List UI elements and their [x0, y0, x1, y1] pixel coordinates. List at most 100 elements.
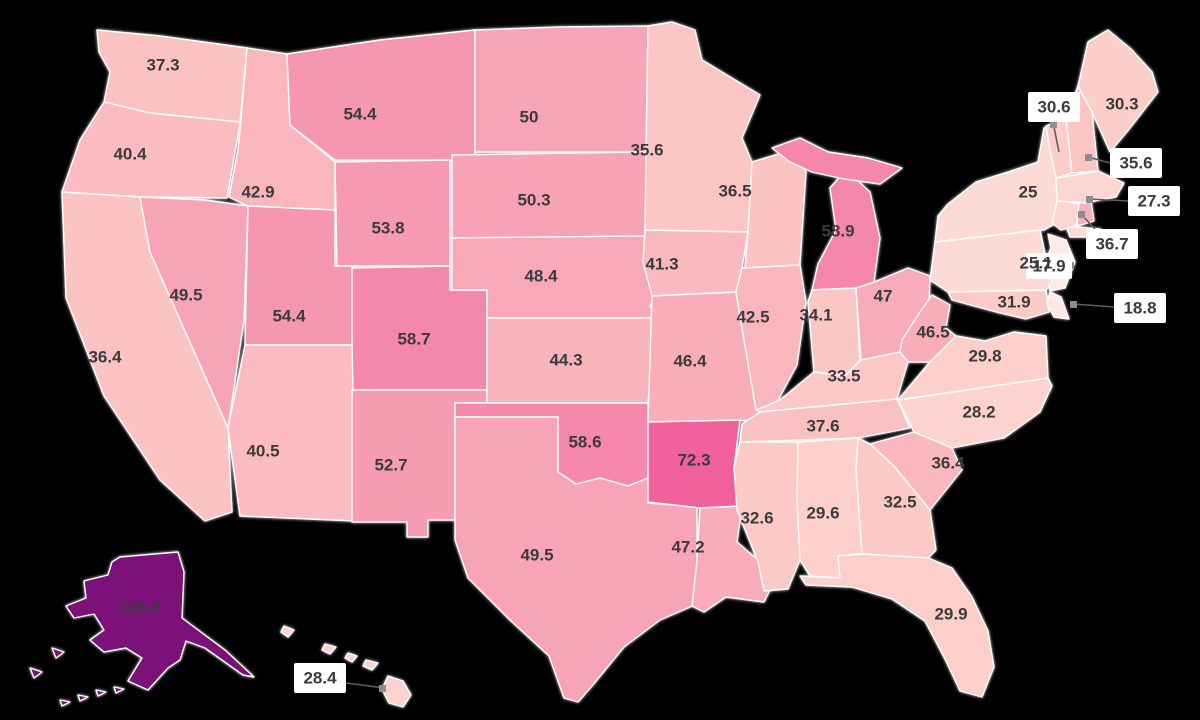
state-minnesota [644, 21, 761, 233]
value-label-new-york: 25 [1019, 182, 1038, 201]
value-label-colorado: 58.7 [397, 329, 430, 348]
state-new-york [934, 121, 1067, 243]
state-hawaii [280, 625, 295, 638]
state-pennsylvania [929, 229, 1053, 293]
callout-box-new-hampshire [1110, 148, 1162, 178]
value-label-north-carolina: 28.2 [962, 402, 995, 421]
value-label-indiana: 34.1 [799, 305, 832, 324]
value-label-oklahoma: 58.6 [568, 432, 601, 451]
callout-box-vermont [1028, 92, 1080, 122]
state-north-dakota [474, 25, 649, 153]
value-label-maine: 30.3 [1105, 94, 1138, 113]
value-label-washington: 37.3 [146, 55, 179, 74]
value-label-illinois: 42.5 [736, 307, 769, 326]
value-label-south-dakota: 50.3 [517, 190, 550, 209]
leader-line-massachusetts [1088, 198, 1129, 202]
value-label-louisiana: 47.2 [671, 537, 704, 556]
value-label-missouri: 46.4 [673, 351, 707, 370]
state-oregon [61, 101, 241, 199]
state-virginia [897, 331, 1049, 401]
value-label-wyoming: 53.8 [371, 218, 404, 237]
state-alaska [29, 667, 43, 679]
value-label-florida: 29.9 [934, 604, 967, 623]
value-label-kentucky: 33.5 [827, 366, 860, 385]
value-label-iowa: 41.3 [645, 254, 678, 273]
leader-anchor-delaware [1070, 301, 1077, 308]
state-hawaii [321, 643, 337, 655]
leader-anchor-rhode-island [1078, 211, 1085, 218]
value-label-oregon: 40.4 [113, 144, 147, 163]
callout-box-rhode-island [1086, 229, 1138, 259]
state-hawaii [381, 675, 412, 708]
state-hawaii [362, 659, 379, 671]
state-south-dakota [451, 151, 651, 239]
states-layer [29, 21, 1159, 708]
state-nevada [139, 196, 249, 429]
value-label-mississippi: 32.6 [740, 508, 773, 527]
state-west-virginia [899, 294, 957, 363]
state-arizona [227, 344, 357, 522]
value-label-new-mexico: 52.7 [374, 455, 407, 474]
leader-anchor-hawaii [379, 685, 386, 692]
state-florida [799, 553, 995, 698]
value-label-montana: 54.4 [343, 104, 377, 123]
state-maine [1077, 29, 1159, 153]
state-north-carolina [897, 377, 1053, 449]
value-label-maryland: 31.9 [997, 292, 1030, 311]
leader-line-hawaii [345, 682, 385, 689]
value-label-ohio: 47 [874, 286, 893, 305]
value-label-alaska: 118.4 [118, 597, 160, 616]
value-label-west-virginia: 46.5 [916, 322, 949, 341]
callout-box-new-jersey [1026, 253, 1072, 279]
callout-box-delaware [1114, 293, 1166, 323]
leader-anchor-massachusetts [1086, 196, 1093, 203]
value-label-kansas: 44.3 [549, 350, 582, 369]
value-label-vermont: 30.6 [1037, 97, 1070, 116]
value-label-pennsylvania: 25.1 [1019, 253, 1052, 272]
state-montana [286, 29, 476, 161]
state-delaware [1046, 291, 1070, 320]
state-alaska [51, 647, 65, 659]
state-connecticut [1051, 200, 1080, 231]
value-label-tennessee: 37.6 [806, 416, 839, 435]
value-label-delaware: 18.8 [1123, 298, 1156, 317]
value-label-wisconsin: 36.5 [718, 181, 751, 200]
state-alaska [95, 689, 107, 697]
value-label-arkansas: 72.3 [677, 450, 710, 469]
value-label-michigan: 58.9 [821, 221, 854, 240]
callout-box-hawaii [294, 663, 346, 693]
value-label-new-hampshire: 35.6 [1119, 153, 1152, 172]
state-alaska [65, 551, 255, 691]
state-wisconsin [744, 149, 807, 269]
value-label-nebraska: 48.4 [524, 266, 558, 285]
leader-anchor-new-hampshire [1085, 154, 1092, 161]
state-hawaii [344, 652, 358, 663]
value-label-rhode-island: 36.7 [1095, 234, 1128, 253]
value-label-minnesota: 35.6 [630, 140, 663, 159]
state-michigan [771, 137, 903, 185]
value-label-north-dakota: 50 [520, 107, 539, 126]
state-indiana [807, 287, 861, 377]
value-label-nevada: 49.5 [169, 285, 202, 304]
value-label-california: 36.4 [88, 347, 122, 366]
leader-anchor-vermont [1050, 121, 1057, 128]
value-label-texas: 49.5 [520, 545, 553, 564]
state-texas [454, 416, 698, 703]
value-label-hawaii: 28.4 [303, 668, 337, 687]
value-label-massachusetts: 27.3 [1137, 191, 1170, 210]
callout-box-massachusetts [1128, 186, 1180, 216]
value-label-georgia: 32.5 [883, 492, 916, 511]
value-label-idaho: 42.9 [241, 182, 274, 201]
state-louisiana [691, 505, 773, 613]
leader-line-delaware [1072, 303, 1115, 308]
state-alaska [77, 694, 89, 702]
value-label-utah: 54.4 [272, 306, 306, 325]
value-label-new-jersey: 17.9 [1032, 256, 1065, 275]
state-alaska [113, 686, 125, 694]
value-label-alabama: 29.6 [806, 503, 839, 522]
state-alaska [59, 699, 71, 707]
labels-layer: 37.3 40.4 36.4 49.5 42.9 54.4 53.8 54.4 58.7 40.5… [88, 55, 1180, 693]
value-label-south-carolina: 36.4 [931, 453, 965, 472]
